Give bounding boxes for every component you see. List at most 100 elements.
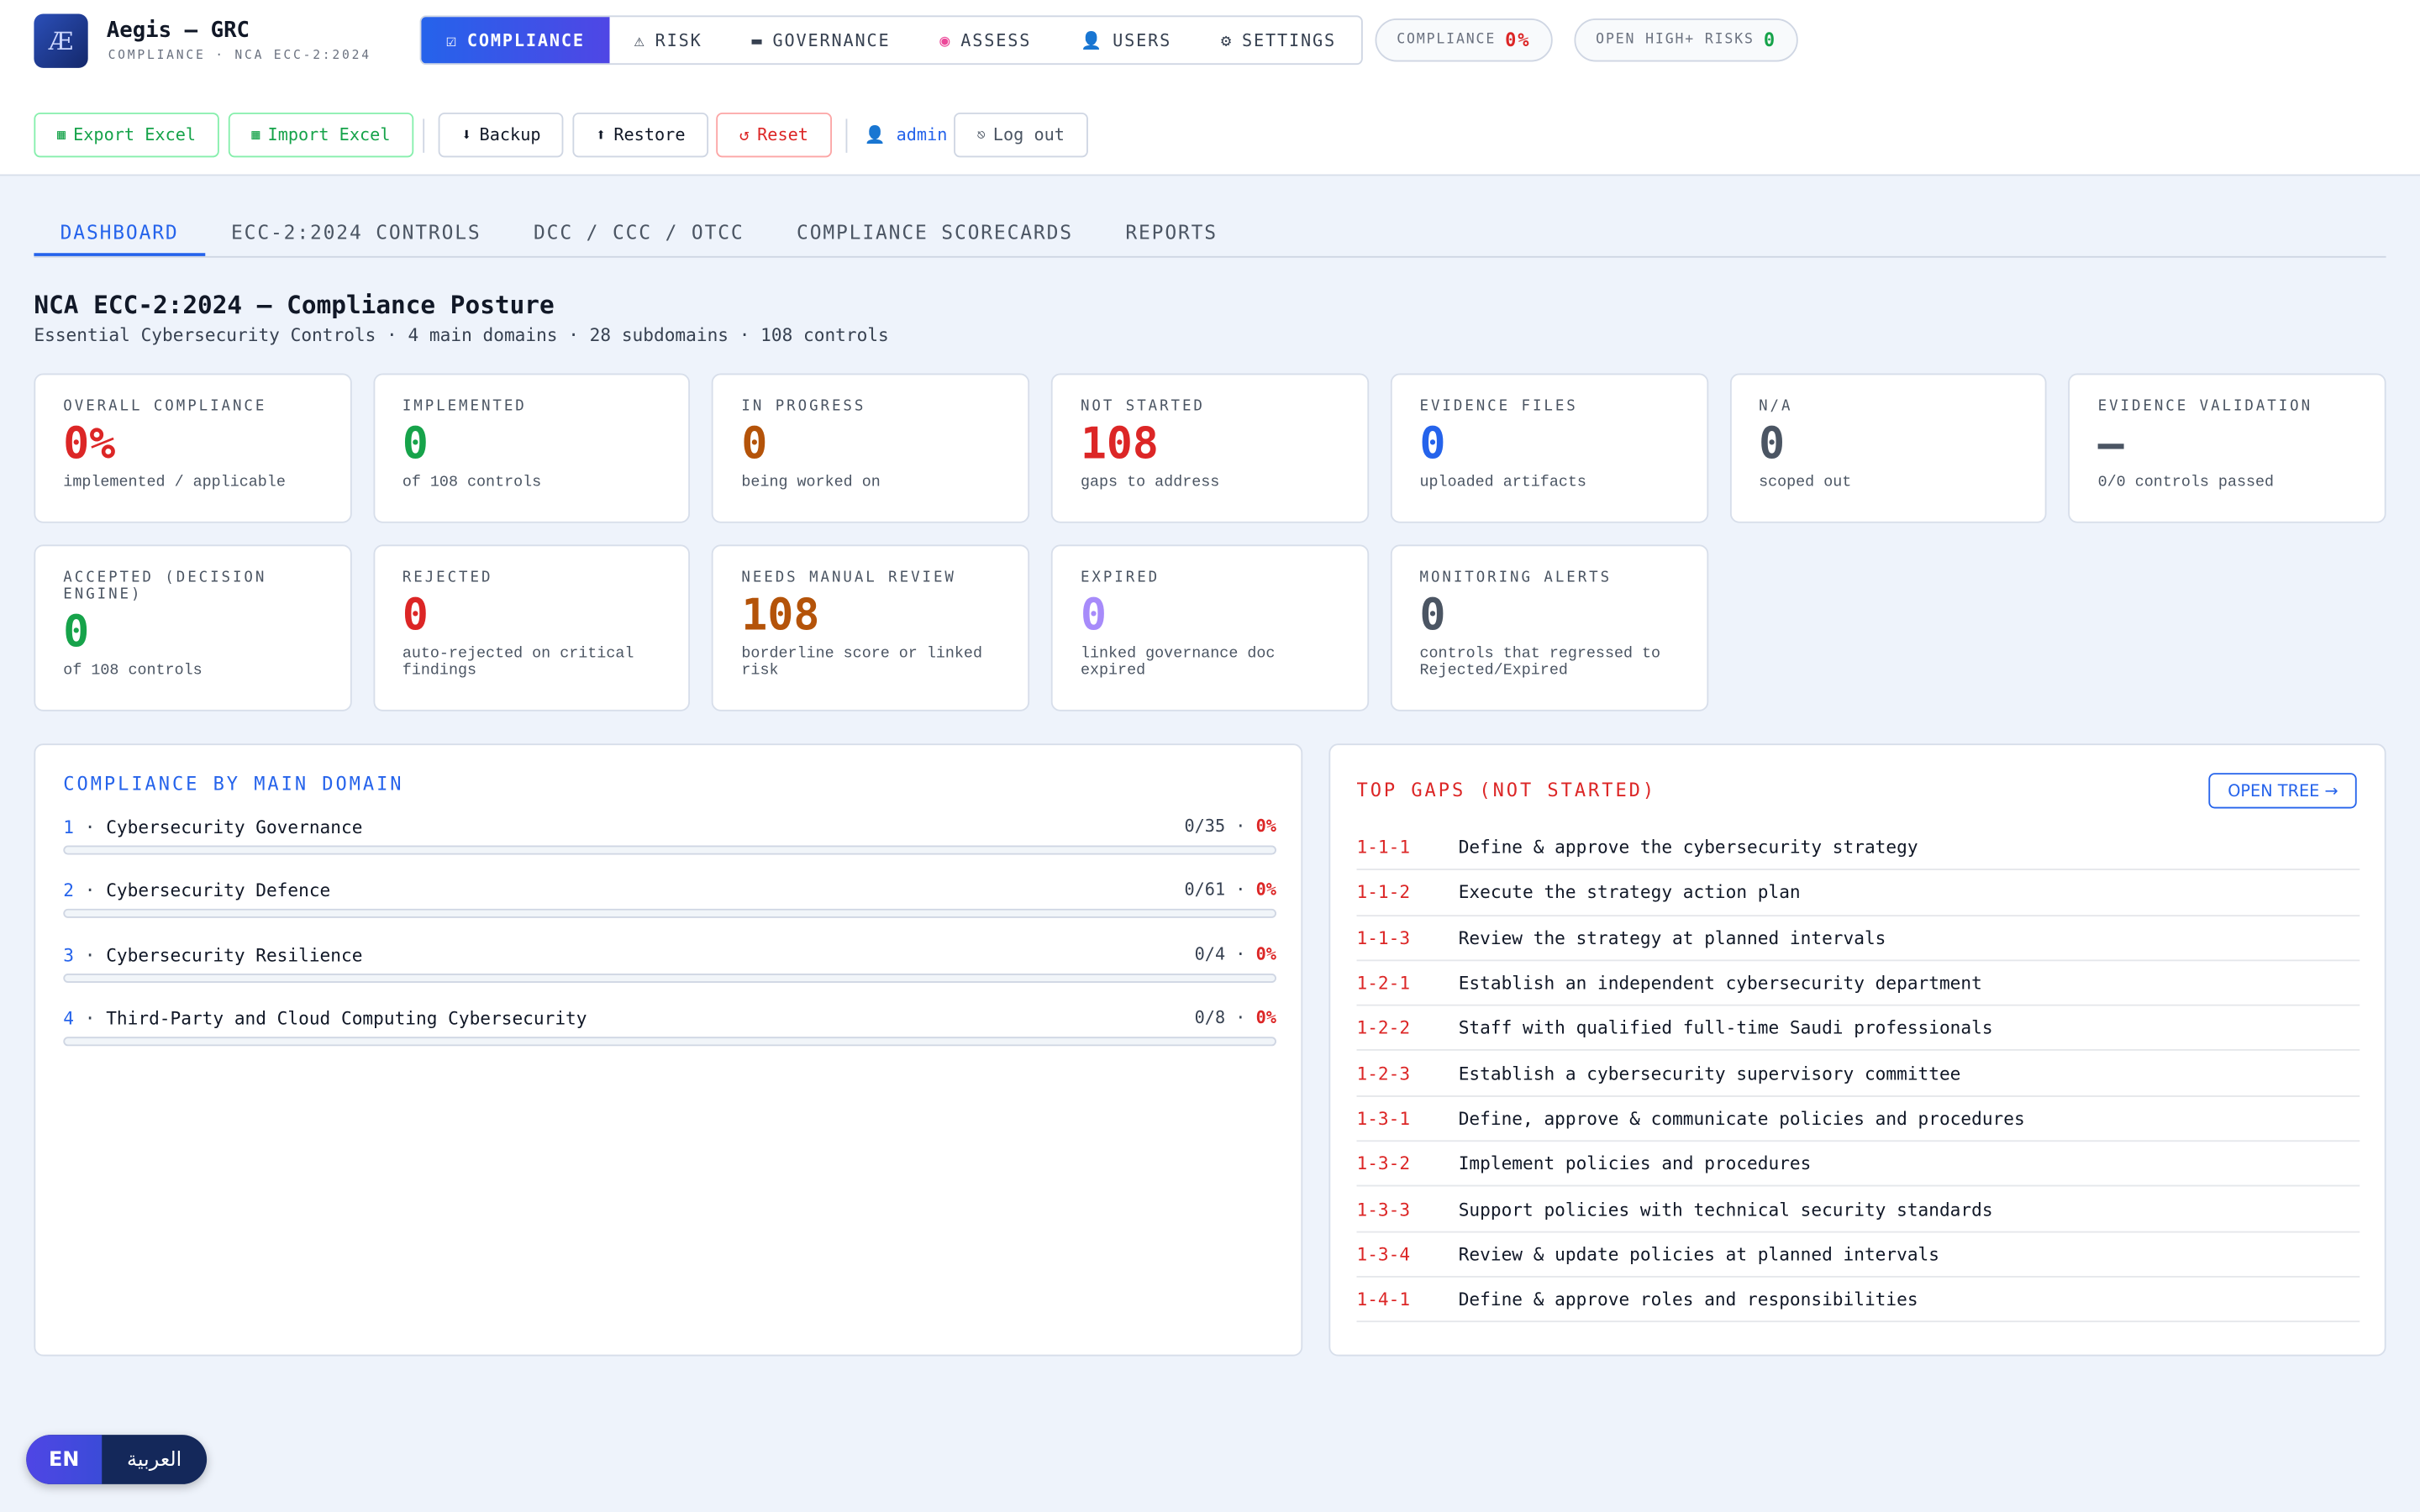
gap-list: 1-1-1 Define & approve the cybersecurity …: [1356, 826, 2360, 1331]
pill-label: COMPLIANCE: [1397, 32, 1497, 48]
gap-row[interactable]: 1-3-3 Support policies with technical sec…: [1356, 1187, 2360, 1232]
tab[interactable]: ECC-2:2024 CONTROLS: [231, 220, 481, 244]
gap-row[interactable]: 1-1-3 Review the strategy at planned inte…: [1356, 916, 2360, 962]
gap-text: Review the strategy at planned intervals: [1458, 927, 1886, 949]
domain-stats: 0/350%: [1184, 816, 1276, 837]
kpi-card: REJECTED 0 auto-rejected on critical findi…: [372, 544, 691, 711]
lang-ar[interactable]: العربية: [127, 1447, 182, 1472]
gap-text: Define & approve the cybersecurity strat…: [1458, 836, 1918, 858]
kpi-note: borderline score or linked risk: [741, 646, 982, 680]
pill-value: 0%: [1505, 29, 1531, 51]
gap-text: Define, approve & communicate policies a…: [1458, 1107, 2025, 1130]
kpi-value: 0: [402, 417, 429, 470]
export-button[interactable]: ▦ Export Excel: [34, 113, 219, 158]
kpi-value: 108: [741, 589, 820, 641]
gap-row[interactable]: 1-3-2 Implement policies and procedures: [1356, 1142, 2360, 1188]
kpi-card: EVIDENCE VALIDATION — 0/0 controls passed: [2068, 373, 2386, 523]
domain-label: 4Third-Party and Cloud Computing Cyberse…: [63, 1008, 1276, 1030]
kpi-card: EVIDENCE FILES 0 uploaded artifacts: [1390, 373, 1708, 523]
gap-row[interactable]: 1-4-2Review & update roles and responsib…: [1356, 1323, 2360, 1332]
kpi-label: OVERALL COMPLIANCE: [63, 397, 267, 416]
tabs: DASHBOARD ECC-2:2024 CONTROLS DCC / CCC / …: [34, 216, 2386, 258]
logout-button[interactable]: ⎋ Log out: [954, 113, 1088, 158]
domain-id: 3: [63, 944, 106, 966]
nav-item[interactable]: ⚠ RISK: [609, 17, 727, 63]
label: Restore: [613, 124, 686, 145]
main-nav: ☑ COMPLIANCE ⚠ RISK ▬ GOVERNANCE ◉ ASSESS 👤 USERS…: [419, 15, 1363, 66]
panel-title: TOP GAPS (NOT STARTED): [1356, 779, 1657, 801]
kpi-card: ACCEPTED (DECISION ENGINE) 0 of 108 contro…: [34, 544, 352, 711]
username: admin: [896, 124, 948, 145]
gap-row[interactable]: 1-2-1 Establish an independent cybersecur…: [1356, 961, 2360, 1006]
nav-icon: 👤: [1081, 29, 1104, 50]
kpi-label: EXPIRED: [1080, 569, 1160, 586]
kpi-note: being worked on: [741, 475, 881, 492]
kpi-value: 0: [1419, 417, 1446, 470]
progress-track: [63, 845, 1276, 855]
kpi-label: REJECTED: [402, 569, 493, 586]
tab[interactable]: DCC / CCC / OTCC: [534, 220, 744, 244]
nav-label: SETTINGS: [1241, 29, 1336, 50]
kpi-label: EVIDENCE VALIDATION: [2097, 397, 2313, 416]
kpi-cards: OVERALL COMPLIANCE 0% implemented / applic…: [34, 373, 2386, 711]
domain-count: 0/61: [1184, 880, 1255, 900]
domain-pct: 0%: [1255, 943, 1276, 964]
lang-en[interactable]: EN: [26, 1435, 103, 1484]
gap-row[interactable]: 1-2-2 Staff with qualified full-time Saud…: [1356, 1006, 2360, 1052]
progress-track: [63, 1037, 1276, 1047]
kpi-card: NEEDS MANUAL REVIEW 108 borderline score o…: [712, 544, 1030, 711]
nav-item[interactable]: ▬ GOVERNANCE: [727, 17, 915, 63]
gap-text: Establish an independent cybersecurity d…: [1458, 972, 1982, 994]
gaps-panel: TOP GAPS (NOT STARTED) OPEN TREE → 1-1-1…: [1328, 743, 2386, 1357]
kpi-note: implemented / applicable: [63, 475, 286, 492]
reset-button[interactable]: ↺ Reset: [716, 113, 832, 158]
restore-button[interactable]: ⬆ Restore: [572, 113, 709, 158]
nav-item[interactable]: ⚙ SETTINGS: [1197, 17, 1361, 63]
kpi-value: 0%: [63, 417, 116, 470]
nav-icon: ☑: [445, 29, 458, 50]
kpi-value: 0: [1759, 417, 1786, 470]
open-tree-button[interactable]: OPEN TREE →: [2209, 773, 2357, 809]
kpi-value: 0: [63, 606, 90, 658]
gap-row[interactable]: 1-3-4 Review & update policies at planned…: [1356, 1232, 2360, 1278]
pill-value: 0: [1763, 29, 1776, 51]
gap-text: Implement policies and procedures: [1458, 1152, 1812, 1175]
backup-button[interactable]: ⬇ Backup: [438, 113, 565, 158]
pill-label: OPEN HIGH+ RISKS: [1596, 32, 1754, 48]
gap-row[interactable]: 1-1-1 Define & approve the cybersecurity …: [1356, 826, 2360, 871]
import-button[interactable]: ▦ Import Excel: [228, 113, 414, 158]
separator: [423, 118, 425, 153]
tab[interactable]: DASHBOARD: [34, 216, 205, 256]
gap-id: 1-2-3: [1356, 1062, 1411, 1084]
domain-name: Cybersecurity Defence: [106, 879, 331, 902]
nav-item[interactable]: 👤 USERS: [1056, 17, 1197, 63]
kpi-label: EVIDENCE FILES: [1419, 397, 1578, 416]
kpi-note: 0/0 controls passed: [2097, 475, 2275, 492]
domain-label: 1Cybersecurity Governance: [63, 816, 1276, 838]
kpi-note: of 108 controls: [402, 475, 542, 492]
kpi-value: 108: [1080, 417, 1159, 470]
nav-item[interactable]: ◉ ASSESS: [915, 17, 1056, 63]
nav-label: ASSESS: [960, 29, 1032, 50]
gap-text: Staff with qualified full-time Saudi pro…: [1458, 1017, 1993, 1039]
domain-panel: COMPLIANCE BY MAIN DOMAIN 1Cybersecurity…: [34, 743, 1303, 1357]
gap-row[interactable]: 1-2-3 Establish a cybersecurity superviso…: [1356, 1052, 2360, 1097]
gap-id: 1-2-1: [1356, 972, 1411, 994]
gap-row[interactable]: 1-3-1 Define, approve & communicate polic…: [1356, 1097, 2360, 1142]
kpi-card: NOT STARTED 108 gaps to address: [1051, 373, 1369, 523]
label: Backup: [479, 124, 541, 145]
gap-row[interactable]: 1-1-2 Execute the strategy action plan: [1356, 870, 2360, 916]
gap-id: 1-4-1: [1356, 1288, 1411, 1310]
label: Import Excel: [267, 124, 391, 145]
tab[interactable]: COMPLIANCE SCORECARDS: [797, 220, 1073, 244]
nav-item[interactable]: ☑ COMPLIANCE: [421, 17, 610, 64]
gap-row[interactable]: 1-4-1 Define & approve roles and responsi…: [1356, 1278, 2360, 1323]
domain-label: 2Cybersecurity Defence: [63, 880, 1276, 902]
domain-id: 1: [63, 816, 106, 838]
separator: [845, 118, 848, 153]
kpi-label: IN PROGRESS: [741, 397, 866, 416]
domain-stats: 0/80%: [1195, 1008, 1276, 1028]
progress-track: [63, 973, 1276, 983]
tab[interactable]: REPORTS: [1125, 220, 1218, 244]
